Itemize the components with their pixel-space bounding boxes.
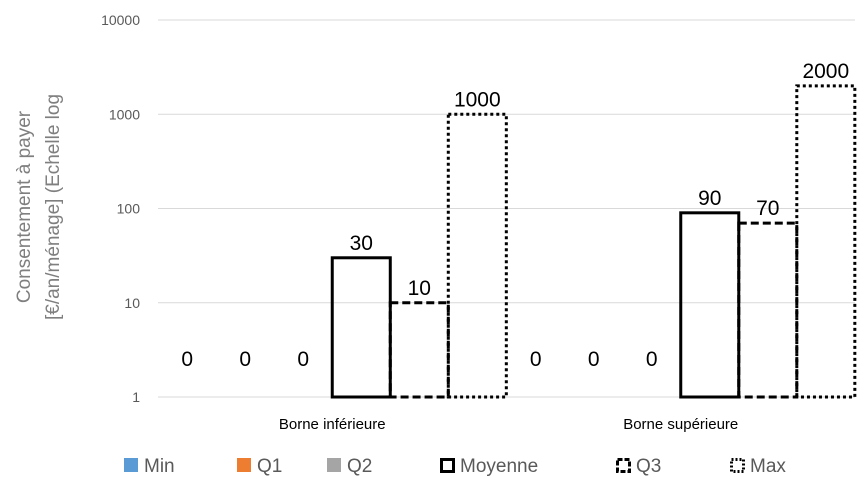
data-label-max-1: 1000 <box>454 88 501 111</box>
bar-moyenne-2 <box>679 211 741 399</box>
category-label-1: Borne inférieure <box>279 416 386 433</box>
data-label-moyenne-2: 90 <box>698 187 721 210</box>
y-tick-label-100: 100 <box>117 201 141 217</box>
data-label-q3-2: 70 <box>756 197 779 220</box>
legend-swatch-min <box>124 458 138 472</box>
category-labels: Borne inférieure Borne supérieure <box>279 416 738 433</box>
legend-item-max: Max <box>730 456 786 477</box>
legend-label-max: Max <box>750 456 786 477</box>
y-tick-label-1000: 1000 <box>109 106 140 122</box>
legend-swatch-q1 <box>237 458 251 472</box>
legend-item-q3: Q3 <box>616 456 661 477</box>
bar-max-2 <box>795 84 857 399</box>
legend-swatch-q2 <box>327 458 341 472</box>
data-label-q2-2: 0 <box>646 348 658 371</box>
legend-item-min: Min <box>124 456 175 477</box>
data-label-q1-2: 0 <box>588 348 600 371</box>
legend-item-q2: Q2 <box>327 456 372 477</box>
data-label-q2-1: 0 <box>297 348 309 371</box>
legend-label-q2: Q2 <box>347 456 372 477</box>
y-tick-label-10000: 10000 <box>101 12 140 28</box>
data-labels: 0 0 0 30 10 1000 0 0 0 90 70 2000 <box>181 60 849 371</box>
legend: Min Q1 Q2 Moyenne Q3 Max <box>124 456 786 477</box>
y-axis-title-line-1: Consentement à payer <box>14 110 35 303</box>
legend-swatch-q3 <box>616 458 631 473</box>
legend-item-moyenne: Moyenne <box>440 456 538 477</box>
data-label-min-1: 0 <box>181 348 193 371</box>
data-label-q1-1: 0 <box>239 348 251 371</box>
y-tick-label-1: 1 <box>132 389 140 405</box>
data-label-q3-1: 10 <box>408 277 431 300</box>
legend-swatch-moyenne <box>440 458 455 473</box>
legend-label-moyenne: Moyenne <box>460 456 538 477</box>
category-label-2: Borne supérieure <box>623 416 738 433</box>
legend-label-min: Min <box>144 456 175 477</box>
bar-max-1 <box>446 112 508 399</box>
bars <box>330 84 857 399</box>
y-axis-ticks: 1 10 100 1000 10000 <box>101 12 140 405</box>
y-axis-title-line-2: [€/an/ménage] (Echelle log <box>43 94 64 320</box>
bar-q3-2 <box>737 221 799 399</box>
bar-moyenne-1 <box>330 256 392 399</box>
data-label-min-2: 0 <box>530 348 542 371</box>
legend-label-q3: Q3 <box>636 456 661 477</box>
legend-swatch-max <box>730 458 745 473</box>
legend-item-q1: Q1 <box>237 456 282 477</box>
data-label-moyenne-1: 30 <box>350 232 373 255</box>
data-label-max-2: 2000 <box>802 60 849 83</box>
bar-q3-1 <box>388 301 450 399</box>
y-tick-label-10: 10 <box>124 295 140 311</box>
legend-label-q1: Q1 <box>257 456 282 477</box>
